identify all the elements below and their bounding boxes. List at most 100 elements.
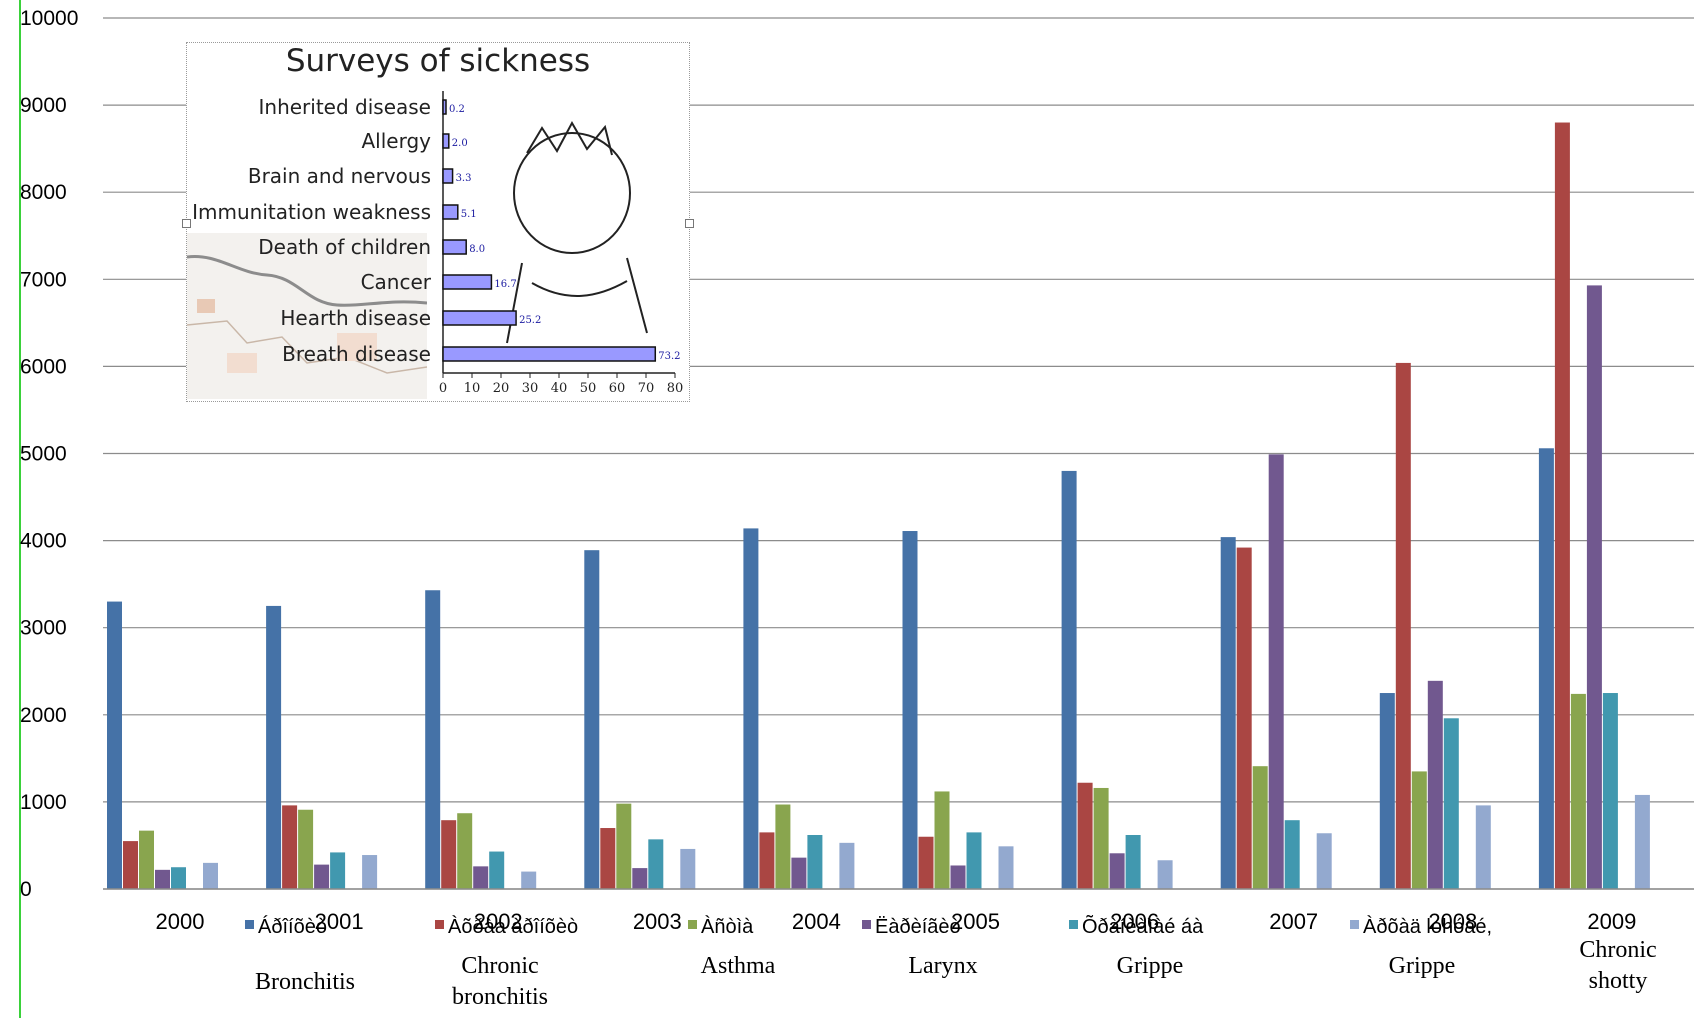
legend-label: Áðîíõèò bbox=[258, 915, 327, 938]
bar-0-2001 bbox=[266, 605, 282, 889]
bar-5-2007 bbox=[1316, 833, 1332, 889]
annotation-label: Asthma bbox=[701, 953, 776, 979]
bar-1-2009 bbox=[1554, 122, 1570, 889]
bar-2-2000 bbox=[139, 830, 154, 889]
legend-swatch bbox=[1069, 920, 1078, 929]
resize-handle-right[interactable] bbox=[685, 219, 694, 228]
inset-x-tick-label: 60 bbox=[609, 381, 626, 396]
bar-1-2001 bbox=[282, 805, 298, 889]
inset-bar bbox=[442, 239, 467, 255]
bar-0-2003 bbox=[584, 550, 600, 889]
inset-value-label: 8.0 bbox=[469, 244, 485, 255]
inset-map-background bbox=[187, 233, 427, 399]
x-tick-label: 2003 bbox=[633, 909, 682, 934]
bar-3-2009 bbox=[1586, 285, 1602, 890]
bar-3-2002 bbox=[473, 866, 489, 889]
bar-4-2008 bbox=[1443, 718, 1459, 889]
bar-4-2003 bbox=[648, 839, 664, 889]
inset-x-tick-label: 20 bbox=[493, 381, 510, 396]
bar-3-2007 bbox=[1268, 454, 1284, 889]
bar-0-2006 bbox=[1061, 470, 1077, 889]
bar-5-2004 bbox=[839, 842, 855, 889]
bar-0-2007 bbox=[1220, 537, 1236, 889]
bar-0-2000 bbox=[107, 601, 122, 889]
bar-4-2007 bbox=[1284, 820, 1300, 889]
y-tick-label: 9000 bbox=[20, 94, 67, 117]
y-tick-label: 3000 bbox=[20, 617, 67, 640]
bar-1-2008 bbox=[1395, 362, 1411, 889]
bar-2-2002 bbox=[457, 813, 473, 889]
inset-chart-plot: Inherited disease 0.2 Allergy 2.0 Brain and … bbox=[192, 91, 684, 396]
bar-3-2004 bbox=[791, 857, 807, 889]
legend-label: Àõðàa àðîíõèò bbox=[448, 915, 578, 938]
x-tick-label: 2007 bbox=[1269, 909, 1318, 934]
legend-label: Õðàíèàìàé áà bbox=[1082, 914, 1204, 938]
inset-bar bbox=[442, 168, 454, 184]
bar-2-2001 bbox=[298, 809, 314, 889]
resize-handle-left[interactable] bbox=[182, 219, 191, 228]
bar-1-2000 bbox=[123, 841, 138, 889]
bar-3-2000 bbox=[155, 869, 170, 889]
bar-5-2005 bbox=[998, 846, 1014, 889]
legend-swatch bbox=[435, 920, 444, 929]
inset-category-label: Cancer bbox=[361, 270, 432, 294]
bar-5-2006 bbox=[1157, 860, 1173, 889]
bar-1-2002 bbox=[441, 820, 457, 889]
inset-category-label: Breath disease bbox=[282, 342, 431, 366]
inset-chart-frame[interactable]: Surveys of sickness Inherited disease 0.2… bbox=[182, 42, 694, 402]
legend-label: Àðõàä lohóàé, bbox=[1363, 915, 1492, 938]
inset-x-tick-label: 70 bbox=[638, 381, 655, 396]
inset-value-label: 25.2 bbox=[519, 315, 541, 326]
inset-value-label: 3.3 bbox=[456, 173, 472, 184]
y-tick-label: 7000 bbox=[20, 268, 67, 291]
inset-bar bbox=[442, 133, 450, 149]
annotation-label: Chronic shotty bbox=[1579, 937, 1656, 994]
x-tick-label: 2009 bbox=[1587, 909, 1636, 934]
legend-swatch bbox=[862, 920, 871, 929]
bar-4-2004 bbox=[807, 834, 823, 889]
inset-x-tick-label: 0 bbox=[439, 381, 447, 396]
cartoon-head bbox=[513, 132, 631, 254]
bar-3-2008 bbox=[1427, 680, 1443, 889]
annotation-label: Grippe bbox=[1389, 953, 1456, 979]
bar-0-2009 bbox=[1538, 448, 1554, 889]
y-tick-label: 10000 bbox=[20, 7, 78, 30]
legend-label: Àñòìà bbox=[701, 915, 754, 938]
bar-4-2009 bbox=[1602, 693, 1618, 889]
inset-category-label: Inherited disease bbox=[259, 95, 432, 119]
bar-3-2003 bbox=[632, 868, 648, 889]
bar-0-2008 bbox=[1379, 693, 1395, 889]
inset-x-tick-label: 40 bbox=[551, 381, 568, 396]
legend-swatch bbox=[1350, 920, 1359, 929]
x-tick-label: 2002 bbox=[474, 909, 523, 934]
bar-3-2001 bbox=[314, 864, 330, 889]
bar-2-2004 bbox=[775, 804, 791, 889]
bar-5-2008 bbox=[1475, 805, 1491, 889]
bar-4-2002 bbox=[489, 851, 505, 889]
y-tick-label: 1000 bbox=[20, 791, 67, 814]
x-tick-label: 2004 bbox=[792, 909, 841, 934]
x-tick-label: 2006 bbox=[1110, 909, 1159, 934]
cartoon-hair bbox=[526, 120, 613, 156]
bar-4-2006 bbox=[1125, 834, 1141, 889]
inset-value-label: 73.2 bbox=[658, 351, 680, 362]
y-tick-label: 6000 bbox=[20, 355, 67, 378]
y-tick-label: 5000 bbox=[20, 443, 67, 466]
inset-bar bbox=[442, 310, 517, 326]
bar-2-2003 bbox=[616, 803, 632, 889]
bar-4-2000 bbox=[171, 867, 186, 889]
inset-x-tick-label: 80 bbox=[667, 381, 684, 396]
bar-5-2001 bbox=[362, 855, 378, 889]
bar-1-2007 bbox=[1236, 547, 1252, 889]
inset-x-tick-label: 10 bbox=[464, 381, 481, 396]
inset-bar bbox=[442, 274, 493, 290]
annotation-label: Larynx bbox=[908, 953, 977, 979]
bar-5-2002 bbox=[521, 871, 537, 889]
bar-1-2006 bbox=[1077, 782, 1093, 889]
inset-category-label: Hearth disease bbox=[280, 306, 431, 330]
x-tick-label: 2005 bbox=[951, 909, 1000, 934]
bar-5-2003 bbox=[680, 848, 696, 889]
bar-2-2009 bbox=[1570, 693, 1586, 889]
bar-0-2005 bbox=[902, 531, 918, 889]
